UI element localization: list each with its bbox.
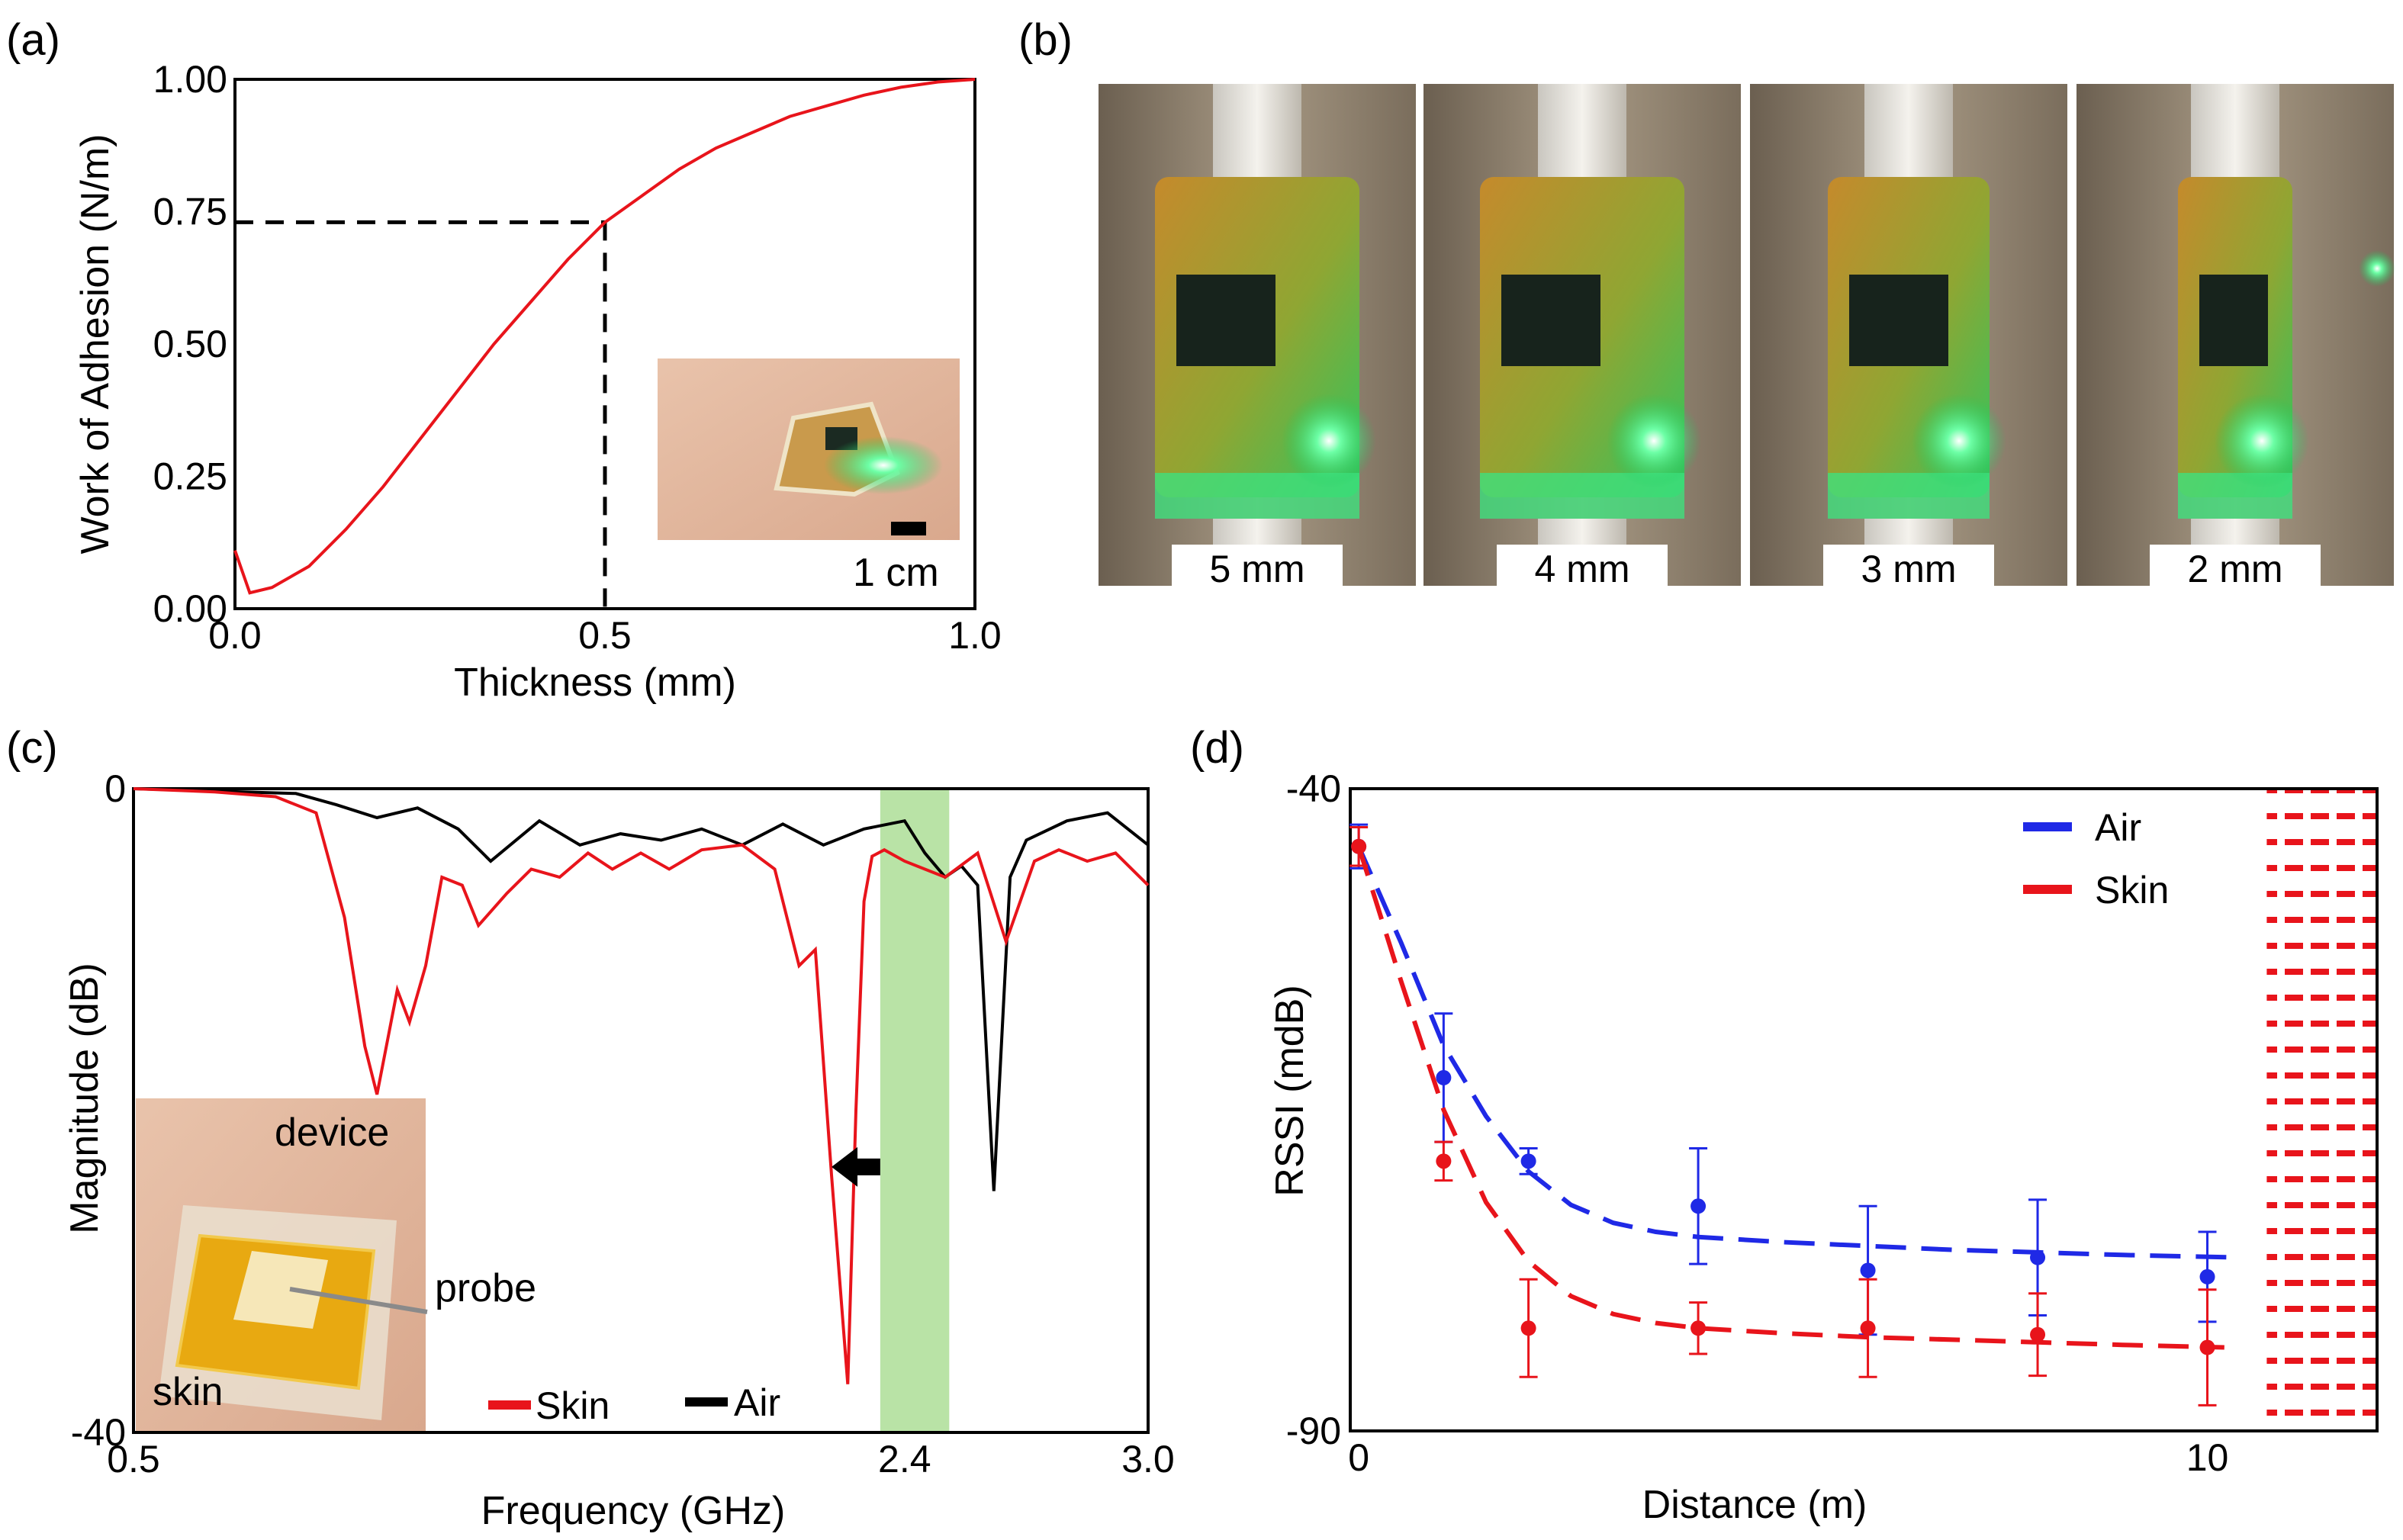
fit-line-air (1356, 845, 2242, 1260)
data-point-air (1520, 1153, 1536, 1169)
chart-d-yticks: -40 -90 (1286, 767, 1341, 1452)
panel-label-a: (a) (6, 15, 60, 65)
photo-1 (1099, 84, 1416, 592)
x-tick-label: 0 (1348, 1436, 1369, 1479)
chart-d-series (1349, 823, 2242, 1407)
chart-d-frame (1349, 787, 2379, 1432)
inset-a-photo (658, 358, 960, 540)
chart-c-arrow-group (832, 1146, 880, 1187)
legend-d-skin-label: Skin (2095, 869, 2169, 911)
data-point-air (2199, 1268, 2215, 1284)
chart-a-ylabel: Work of Adhesion (N/m) (73, 133, 117, 554)
chart-a-series (233, 78, 976, 595)
inset-a-scale-label: 1 cm (853, 551, 939, 595)
x-tick-label: 0.0 (208, 614, 262, 657)
y-tick-label: 1.00 (153, 58, 227, 101)
photo-4 (2076, 84, 2395, 592)
y-tick-label: -40 (1286, 767, 1341, 810)
data-point-skin (2199, 1339, 2215, 1355)
chart-c-yticks: 0 -40 (71, 767, 126, 1454)
y-tick-label: 0.00 (153, 587, 227, 630)
series-line-work-of-adhesion (233, 78, 976, 595)
hatched-region (2266, 789, 2377, 1431)
chart-c-xticks: 0.5 2.4 3.0 (107, 1438, 1175, 1481)
data-point-air (1436, 1069, 1452, 1085)
chart-a-yticks: 0.00 0.25 0.50 0.75 1.00 (153, 58, 227, 630)
data-point-air (1860, 1262, 1876, 1278)
x-tick-label: 10 (2186, 1436, 2229, 1479)
chart-d-legend: Air Skin (2023, 806, 2169, 911)
data-point-skin (1436, 1153, 1452, 1169)
chart-d-ylabel: RSSI (mdB) (1268, 985, 1312, 1196)
photo-strip-b: 5 mm 4 mm 3 mm 2 mm (1099, 84, 2395, 592)
photo-3 (1750, 84, 2067, 592)
chart-d-hatch-group (2266, 789, 2377, 1431)
panel-label-d: (d) (1190, 723, 1244, 773)
photo-label-1: 5 mm (1210, 548, 1305, 590)
chart-a-frame (233, 78, 976, 610)
x-tick-label: 3.0 (1121, 1438, 1175, 1481)
highlight-band (880, 789, 950, 1432)
chart-c-frame (132, 787, 1150, 1434)
panel-label-c: (c) (6, 723, 58, 773)
panel-label-b: (b) (1018, 15, 1073, 65)
chart-a-guides (235, 220, 607, 609)
chart-a-xlabel: Thickness (mm) (454, 661, 736, 705)
inset-c-photo (136, 1098, 428, 1431)
chart-c-legend: Skin Air (488, 1381, 780, 1427)
chart-a-xticks: 0.0 0.5 1.0 (208, 614, 1002, 657)
chart-a: 0.00 0.25 0.50 0.75 1.00 0.0 0.5 1.0 Thickness… (73, 58, 1002, 705)
x-tick-label: 2.4 (878, 1438, 931, 1481)
y-tick-label: 0.25 (153, 455, 227, 498)
chart-c-series (133, 787, 1150, 1384)
probe-line (289, 1287, 428, 1314)
legend-air-label: Air (734, 1381, 780, 1424)
chart-d: -40 -90 0 10 Distance (m) RSSI (mdB) Air S… (1268, 767, 2379, 1527)
photo-2 (1423, 84, 1741, 592)
data-point-air (1690, 1198, 1707, 1214)
y-tick-label: 0.50 (153, 323, 227, 365)
y-tick-label: -90 (1286, 1410, 1341, 1452)
data-point-skin (1351, 838, 1367, 854)
chart-c-xlabel: Frequency (GHz) (481, 1489, 786, 1533)
chart-d-xticks: 0 10 (1348, 1436, 2228, 1479)
x-tick-label: 1.0 (948, 614, 1002, 657)
chart-c: 0 -40 0.5 2.4 3.0 Frequency (GHz) Magnitude… (63, 767, 1175, 1533)
series-line-skin (133, 787, 1150, 1384)
x-tick-label: 0.5 (578, 614, 632, 657)
x-tick-label: 0.5 (107, 1438, 160, 1481)
inset-c-device-label: device (275, 1111, 389, 1155)
y-tick-label: -40 (71, 1411, 126, 1454)
data-point-skin (1690, 1320, 1707, 1336)
chart-c-band-group (880, 789, 950, 1432)
data-point-skin (1520, 1320, 1536, 1336)
scale-bar (891, 522, 926, 535)
chart-c-ylabel: Magnitude (dB) (63, 963, 107, 1234)
photo-label-4: 2 mm (2188, 548, 2283, 590)
data-point-skin (1860, 1320, 1876, 1336)
y-tick-label: 0 (105, 767, 126, 810)
legend-skin-label: Skin (536, 1384, 610, 1427)
inset-c-skin-label: skin (153, 1370, 223, 1414)
series-line-air (133, 787, 1150, 1191)
data-point-air (2030, 1249, 2046, 1265)
photo-label-2: 4 mm (1535, 548, 1630, 590)
data-point-skin (2030, 1326, 2046, 1342)
photo-label-3: 3 mm (1861, 548, 1957, 590)
fit-line-skin (1356, 845, 2224, 1350)
legend-d-air-label: Air (2095, 806, 2141, 849)
y-tick-label: 0.75 (153, 191, 227, 233)
shift-arrow-head (832, 1146, 858, 1187)
inset-c-probe-label: probe (435, 1266, 536, 1310)
chart-d-xlabel: Distance (m) (1642, 1483, 1867, 1527)
